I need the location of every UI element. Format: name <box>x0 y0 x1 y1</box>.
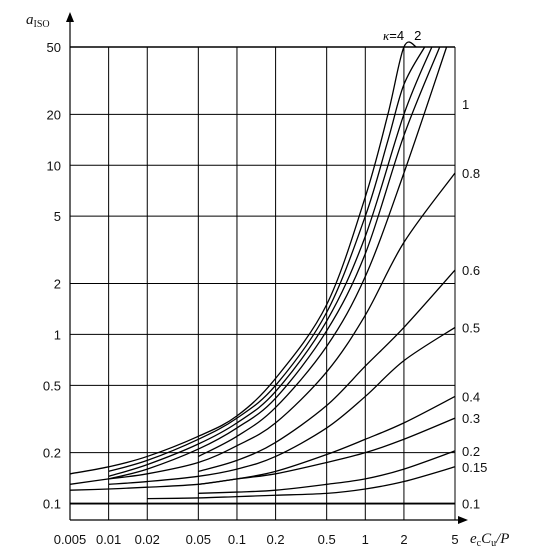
x-axis-title-e: e <box>470 531 477 547</box>
series-line <box>108 46 433 477</box>
x-tick-label: 1 <box>362 532 369 547</box>
axes <box>66 12 468 524</box>
x-axis-title-rest: /P <box>495 531 509 547</box>
x-axis-title-c: C <box>481 531 492 547</box>
y-tick-labels: 0.1 0.2 0.5 1 2 5 10 20 50 <box>43 40 61 512</box>
curve-label: 0.6 <box>462 263 480 278</box>
series-line <box>108 326 456 485</box>
x-tick-label: 0.02 <box>135 532 160 547</box>
curve-label: 0.4 <box>462 389 480 404</box>
curves <box>69 41 456 505</box>
kappa-value-2: 2 <box>414 28 421 43</box>
x-axis-title-e-sub: c <box>477 538 482 549</box>
y-tick-label: 0.1 <box>43 497 61 512</box>
curve-label: 0.8 <box>462 166 480 181</box>
kappa-symbol: κ <box>383 28 390 43</box>
y-axis-title-main: a <box>26 12 34 28</box>
x-tick-label: 2 <box>400 532 407 547</box>
x-axis-arrow <box>458 516 468 524</box>
y-axis-title: aISO <box>26 12 50 30</box>
x-tick-labels: 0.005 0.01 0.02 0.05 0.1 0.2 0.5 1 2 5 <box>54 532 459 547</box>
x-axis-title: ecCu/P <box>470 531 509 549</box>
x-tick-label: 0.2 <box>267 532 285 547</box>
kappa-equals: = <box>389 28 397 43</box>
x-tick-label: 0.005 <box>54 532 87 547</box>
y-axis-arrow <box>66 12 74 22</box>
kappa-value-4: 4 <box>397 28 404 43</box>
curve-label: 0.5 <box>462 320 480 335</box>
curve-labels: 0.8 0.6 0.5 0.4 0.3 0.20.15 0.1 1 <box>462 97 487 512</box>
series-line <box>198 450 456 494</box>
x-axis-title-c-sub: u <box>491 538 496 549</box>
curve-label: 0.3 <box>462 411 480 426</box>
y-tick-label: 50 <box>47 40 61 55</box>
series-line <box>108 46 441 480</box>
curve-label: 0.1 <box>462 497 480 512</box>
kappa-annotation: κ=4 2 <box>383 28 421 43</box>
y-tick-label: 10 <box>47 158 61 173</box>
y-tick-label: 5 <box>54 209 61 224</box>
y-tick-label: 20 <box>47 107 61 122</box>
y-tick-label: 0.2 <box>43 446 61 461</box>
x-tick-label: 0.5 <box>318 532 336 547</box>
y-tick-label: 0.5 <box>43 378 61 393</box>
series-line <box>69 172 456 485</box>
series-line <box>198 46 448 458</box>
y-tick-label: 1 <box>54 327 61 342</box>
series-line <box>147 466 456 500</box>
series-line <box>108 46 426 473</box>
y-axis-title-sub: ISO <box>34 19 50 30</box>
series-line <box>198 269 456 473</box>
x-tick-label: 0.05 <box>186 532 211 547</box>
curve-label: 0.2 <box>462 444 480 459</box>
x-tick-label: 0.1 <box>228 532 246 547</box>
y-tick-label: 2 <box>54 277 61 292</box>
curve-label: 0.15 <box>462 460 487 475</box>
series-line <box>69 41 417 475</box>
curve-label: 1 <box>462 97 469 112</box>
series-line <box>69 417 456 491</box>
x-tick-label: 0.01 <box>96 532 121 547</box>
x-tick-label: 5 <box>451 532 458 547</box>
